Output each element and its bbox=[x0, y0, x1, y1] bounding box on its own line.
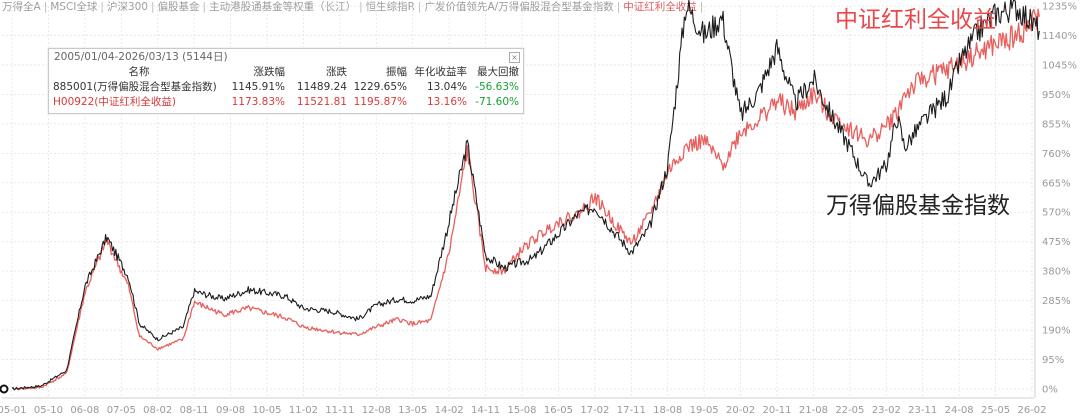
toolbar-separator: | bbox=[100, 1, 104, 13]
y-tick-label: 1235% bbox=[1042, 2, 1077, 13]
x-tick-label: 20-02 bbox=[726, 405, 755, 416]
row-name: H00922(中证红利全收益) bbox=[53, 96, 176, 108]
x-tick-label: 16-05 bbox=[544, 405, 573, 416]
row-annual: 13.04% bbox=[426, 81, 467, 93]
y-tick-label: 855% bbox=[1042, 119, 1071, 130]
row-pct: 1145.91% bbox=[231, 81, 285, 93]
header-mdd: 最大回撤 bbox=[477, 66, 519, 78]
x-tick-label: 23-02 bbox=[872, 405, 901, 416]
toolbar-item[interactable]: 偏股基金 bbox=[157, 1, 200, 13]
indicator-toolbar: 万得全A | MSCI全球 | 沪深300 | 偏股基金 | 主动港股通基金等权重（长江） | 恒生… bbox=[2, 0, 706, 14]
stats-box-title: 2005/01/04-2026/03/13 (5144日) bbox=[54, 51, 228, 63]
x-tick-label: 10-05 bbox=[252, 405, 281, 416]
x-tick-label: 11-11 bbox=[325, 405, 354, 416]
header-annual: 年化收益率 bbox=[414, 66, 468, 78]
y-tick-label: 285% bbox=[1042, 296, 1071, 307]
x-tick-label: 08-11 bbox=[180, 405, 209, 416]
x-tick-label: 09-08 bbox=[216, 405, 245, 416]
stats-row-885001[interactable]: 885001(万得偏股混合型基金指数) 1145.91% 11489.24 12… bbox=[53, 80, 519, 95]
y-tick-label: 475% bbox=[1042, 237, 1071, 248]
x-tick-label: 06-08 bbox=[70, 405, 99, 416]
toolbar-separator: | bbox=[202, 1, 207, 13]
x-tick-label: 19-05 bbox=[690, 405, 719, 416]
x-tick-label: 21-08 bbox=[799, 405, 828, 416]
stats-table: 名称 涨跌幅 涨跌 振幅 年化收益率 最大回撤 885001(万得偏股混合型基金… bbox=[53, 65, 519, 110]
row-amp: 1229.65% bbox=[353, 81, 407, 93]
toolbar-item[interactable]: 恒生综指R bbox=[365, 1, 415, 13]
x-tick-label: 24-08 bbox=[945, 405, 974, 416]
x-tick-label: 05-10 bbox=[34, 405, 63, 416]
annotation-black-series: 万得偏股基金指数 bbox=[826, 193, 1010, 219]
x-axis-ticks: 05-01 05-10 06-08 07-05 08-02 08-11 09-08 10-05… bbox=[0, 405, 1047, 416]
toolbar-separator: | bbox=[699, 1, 704, 13]
row-mdd: -71.60% bbox=[475, 96, 519, 108]
y-tick-label: 0% bbox=[1042, 385, 1058, 396]
x-tick-label: 23-11 bbox=[908, 405, 937, 416]
x-tick-label: 22-05 bbox=[835, 405, 864, 416]
row-chg: 11489.24 bbox=[296, 81, 347, 93]
toolbar-separator: | bbox=[359, 1, 363, 13]
toolbar-separator: | bbox=[150, 1, 155, 13]
row-mdd: -56.63% bbox=[475, 81, 519, 93]
x-tick-label: 11-02 bbox=[289, 405, 318, 416]
stats-header-row: 名称 涨跌幅 涨跌 振幅 年化收益率 最大回撤 bbox=[53, 65, 520, 80]
y-tick-label: 1045% bbox=[1042, 60, 1077, 71]
x-tick-label: 13-05 bbox=[398, 405, 427, 416]
y-tick-label: 380% bbox=[1042, 267, 1071, 278]
y-axis-ticks: 0% 95% 190% 285% 380% 475% 570% 665% 760% 855% 950… bbox=[1042, 2, 1077, 396]
x-tick-label: 20-11 bbox=[762, 405, 791, 416]
toolbar-item[interactable]: 中证红利全收益 bbox=[623, 1, 697, 13]
annotation-red-series: 中证红利全收益 bbox=[835, 7, 996, 33]
y-tick-label: 95% bbox=[1042, 355, 1064, 366]
x-tick-label: 17-11 bbox=[617, 405, 646, 416]
x-tick-label: 26-02 bbox=[1017, 405, 1046, 416]
toolbar-separator: | bbox=[417, 1, 422, 13]
stats-box[interactable]: 2005/01/04-2026/03/13 (5144日) × 名称 涨跌幅 涨… bbox=[48, 48, 524, 114]
toolbar-separator: | bbox=[616, 1, 621, 13]
x-tick-label: 25-05 bbox=[981, 405, 1010, 416]
x-tick-label: 08-02 bbox=[143, 405, 172, 416]
x-tick-label: 12-08 bbox=[362, 405, 391, 416]
toolbar-item[interactable]: 广发价值领先A/万得偏股混合型基金指数 bbox=[424, 1, 614, 13]
x-tick-label: 17-02 bbox=[580, 405, 609, 416]
header-name: 名称 bbox=[128, 66, 150, 78]
y-tick-label: 190% bbox=[1042, 326, 1071, 337]
series-layer bbox=[0, 0, 1040, 394]
x-tick-label: 07-05 bbox=[107, 405, 136, 416]
toolbar-item[interactable]: 沪深300 bbox=[106, 1, 148, 13]
start-marker bbox=[0, 384, 9, 394]
toolbar-separator: | bbox=[43, 1, 48, 13]
toolbar-item[interactable]: MSCI全球 bbox=[50, 1, 98, 13]
x-tick-label: 14-11 bbox=[471, 405, 500, 416]
row-annual: 13.16% bbox=[426, 96, 467, 108]
header-amp: 振幅 bbox=[386, 66, 407, 78]
x-tick-label: 18-08 bbox=[653, 405, 682, 416]
y-tick-label: 665% bbox=[1042, 178, 1071, 189]
row-pct: 1173.83% bbox=[231, 96, 285, 108]
y-tick-label: 760% bbox=[1042, 149, 1071, 160]
x-tick-label: 15-08 bbox=[507, 405, 536, 416]
series-line-h00922 bbox=[11, 8, 1040, 391]
y-tick-label: 570% bbox=[1042, 208, 1071, 219]
row-name: 885001(万得偏股混合型基金指数) bbox=[53, 81, 217, 93]
row-chg: 11521.81 bbox=[296, 96, 347, 108]
series-line-885001 bbox=[11, 0, 1040, 391]
y-tick-label: 950% bbox=[1042, 90, 1071, 101]
x-tick-label: 05-01 bbox=[0, 405, 27, 416]
header-chg: 涨跌 bbox=[326, 66, 347, 78]
x-tick-label: 14-02 bbox=[435, 405, 464, 416]
stats-row-h00922[interactable]: H00922(中证红利全收益) 1173.83% 11521.81 1195.8… bbox=[53, 95, 519, 110]
close-icon[interactable]: × bbox=[509, 52, 520, 63]
row-amp: 1195.87% bbox=[353, 96, 407, 108]
toolbar-item[interactable]: 主动港股通基金等权重（长江） bbox=[209, 1, 357, 13]
y-tick-label: 1140% bbox=[1042, 31, 1077, 42]
header-pct: 涨跌幅 bbox=[253, 66, 286, 78]
